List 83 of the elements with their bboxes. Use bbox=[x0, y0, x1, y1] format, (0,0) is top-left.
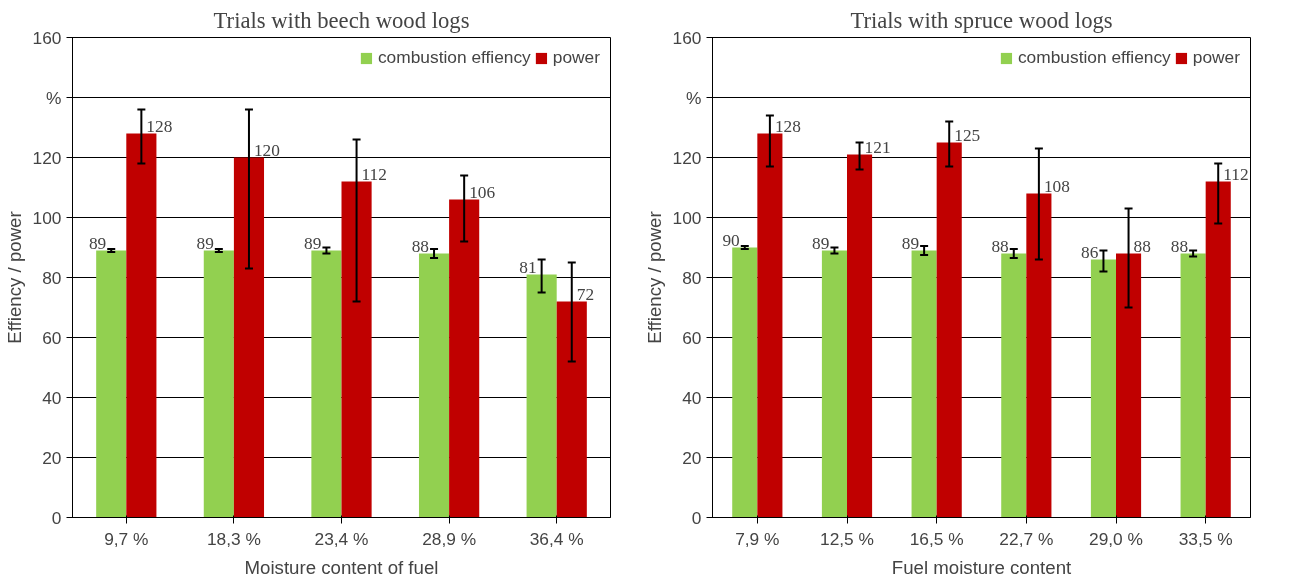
x-axis-title: Moisture content of fuel bbox=[244, 556, 439, 578]
data-label: 88 bbox=[1170, 236, 1189, 256]
bar bbox=[936, 142, 962, 518]
chart-title: Trials with spruce wood logs bbox=[850, 7, 1113, 33]
data-label: 88 bbox=[411, 236, 430, 256]
x-tick-label: 9,7 % bbox=[104, 528, 149, 549]
x-tick-label: 7,9 % bbox=[735, 528, 780, 549]
bar bbox=[1180, 253, 1206, 518]
data-label: 128 bbox=[146, 116, 173, 136]
data-label: 88 bbox=[991, 236, 1009, 256]
x-axis-title: Fuel moisture content bbox=[891, 556, 1073, 578]
y-tick-label: 40 bbox=[42, 387, 62, 408]
data-label: 121 bbox=[864, 137, 891, 157]
bar bbox=[1090, 259, 1116, 518]
data-label: 89 bbox=[901, 233, 920, 253]
y-tick-label: 60 bbox=[682, 327, 702, 348]
x-tick-label: 29,0 % bbox=[1089, 528, 1143, 549]
y-tick-label: 160 bbox=[672, 27, 702, 48]
bar bbox=[821, 250, 847, 518]
bar bbox=[556, 301, 587, 518]
data-label: 108 bbox=[1043, 176, 1070, 196]
legend-label: power bbox=[1192, 47, 1240, 68]
x-tick-label: 12,5 % bbox=[820, 528, 874, 549]
data-label: 89 bbox=[304, 233, 322, 253]
legend-label: power bbox=[552, 47, 600, 68]
chart-title: Trials with beech wood logs bbox=[213, 7, 470, 33]
bar bbox=[1116, 253, 1142, 518]
x-tick-label: 33,5 % bbox=[1178, 528, 1233, 549]
y-tick-label: 20 bbox=[42, 447, 62, 468]
x-tick-label: 22,7 % bbox=[999, 528, 1054, 549]
data-label: 86 bbox=[1081, 242, 1099, 262]
y-tick-label: 0 bbox=[51, 507, 62, 528]
y-tick-label: % bbox=[686, 87, 702, 108]
y-axis-title: Effiency / power bbox=[3, 211, 25, 344]
bar bbox=[1001, 253, 1027, 518]
bar bbox=[126, 133, 157, 518]
data-label: 112 bbox=[361, 164, 387, 184]
bar bbox=[757, 133, 783, 518]
bar bbox=[96, 250, 127, 518]
data-label: 120 bbox=[253, 140, 280, 160]
y-tick-label: 40 bbox=[682, 387, 702, 408]
data-label: 81 bbox=[519, 257, 537, 277]
y-tick-label: 20 bbox=[682, 447, 702, 468]
data-label: 89 bbox=[196, 233, 214, 253]
bar bbox=[732, 247, 758, 518]
bar bbox=[1205, 181, 1231, 518]
data-label: 112 bbox=[1223, 164, 1249, 184]
bar bbox=[526, 274, 557, 518]
bar bbox=[203, 250, 234, 518]
y-tick-label: 0 bbox=[691, 507, 702, 528]
data-label: 72 bbox=[576, 284, 595, 304]
y-tick-label: 80 bbox=[42, 267, 62, 288]
data-label: 106 bbox=[469, 182, 496, 202]
y-tick-label: 100 bbox=[672, 207, 702, 228]
data-label: 88 bbox=[1133, 236, 1151, 256]
bar bbox=[1026, 193, 1052, 518]
x-tick-label: 16,5 % bbox=[909, 528, 964, 549]
bar bbox=[911, 250, 937, 518]
x-tick-label: 28,9 % bbox=[422, 528, 477, 549]
y-tick-label: 100 bbox=[32, 207, 62, 228]
y-tick-label: % bbox=[46, 87, 62, 108]
legend-label: combustion effiency bbox=[377, 47, 531, 68]
data-label: 90 bbox=[722, 230, 740, 250]
y-tick-label: 120 bbox=[32, 147, 62, 168]
y-tick-label: 80 bbox=[682, 267, 702, 288]
bar bbox=[311, 250, 342, 518]
data-label: 89 bbox=[88, 233, 107, 253]
bar bbox=[418, 253, 450, 518]
bar bbox=[233, 157, 265, 518]
y-axis-title: Effiency / power bbox=[643, 211, 665, 344]
legend-label: combustion effiency bbox=[1017, 47, 1171, 68]
data-label: 128 bbox=[774, 116, 801, 136]
data-label: 125 bbox=[954, 125, 981, 145]
y-tick-label: 120 bbox=[672, 147, 702, 168]
bar bbox=[341, 181, 372, 518]
data-label: 89 bbox=[812, 233, 830, 253]
y-tick-label: 60 bbox=[42, 327, 62, 348]
x-tick-label: 23,4 % bbox=[314, 528, 369, 549]
bar bbox=[847, 154, 873, 518]
x-tick-label: 18,3 % bbox=[206, 528, 261, 549]
bar bbox=[449, 199, 480, 518]
x-tick-label: 36,4 % bbox=[529, 528, 584, 549]
y-tick-label: 160 bbox=[32, 27, 62, 48]
